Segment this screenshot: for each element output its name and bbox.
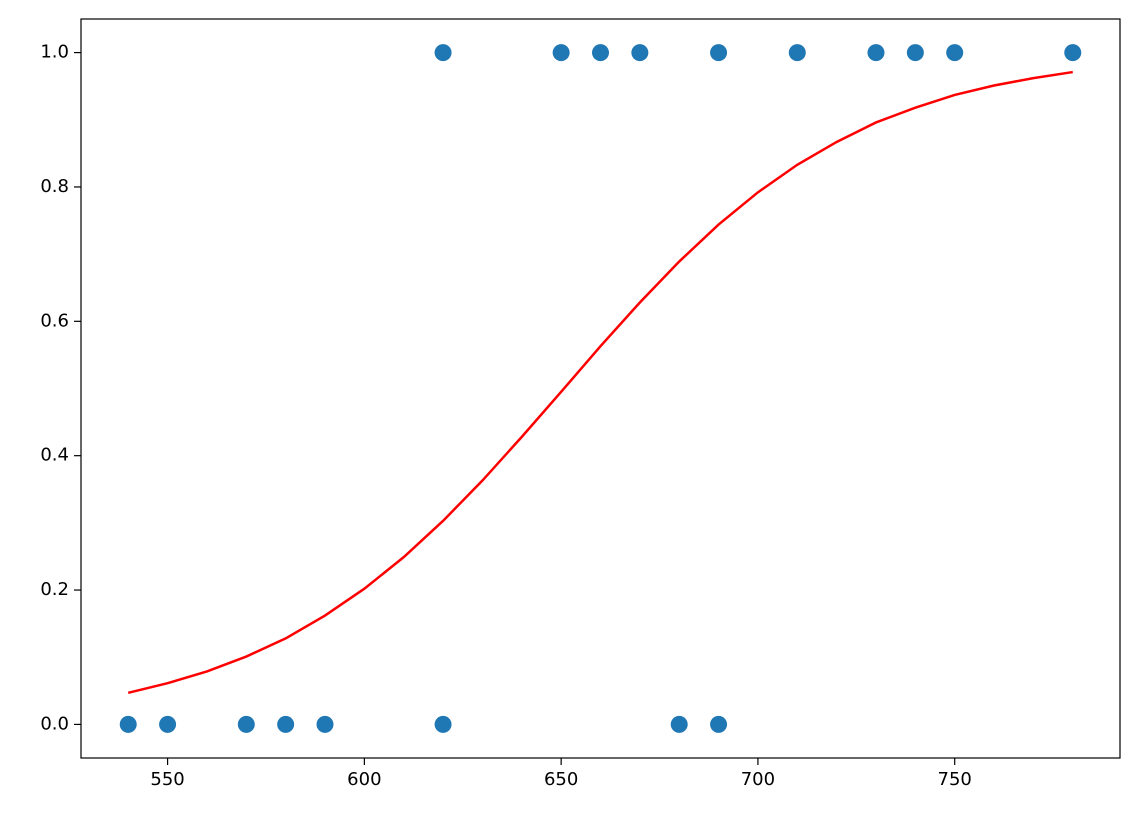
scatter-point (710, 44, 728, 62)
scatter-point (119, 715, 137, 733)
y-tick-label: 0.6 (40, 310, 69, 331)
y-tick-label: 1.0 (40, 42, 69, 63)
scatter-point (710, 715, 728, 733)
fit-line (127, 70, 1073, 695)
scatter-point (1064, 44, 1082, 62)
scatter-point (631, 44, 649, 62)
scatter-point (788, 44, 806, 62)
y-tick-label: 0.4 (40, 445, 69, 466)
x-tick-label: 700 (741, 769, 775, 790)
scatter-point (237, 715, 255, 733)
y-tick-label: 0.2 (40, 579, 69, 600)
scatter-point (277, 715, 295, 733)
plot-area (119, 44, 1082, 733)
scatter-point (552, 44, 570, 62)
x-tick-label: 750 (938, 769, 972, 790)
scatter-point (316, 715, 334, 733)
axes-frame (80, 18, 1121, 759)
x-tick-label: 650 (544, 769, 578, 790)
scatter-point (434, 44, 452, 62)
scatter-point (670, 715, 688, 733)
scatter-point (946, 44, 964, 62)
x-tick-label: 550 (150, 769, 184, 790)
scatter-point (867, 44, 885, 62)
scatter-point (906, 44, 924, 62)
x-tick-label: 600 (347, 769, 381, 790)
scatter-point (434, 715, 452, 733)
scatter-point (592, 44, 609, 62)
y-tick-label: 0.0 (40, 713, 69, 734)
scatter-point (159, 715, 177, 733)
y-tick-label: 0.8 (40, 176, 69, 197)
